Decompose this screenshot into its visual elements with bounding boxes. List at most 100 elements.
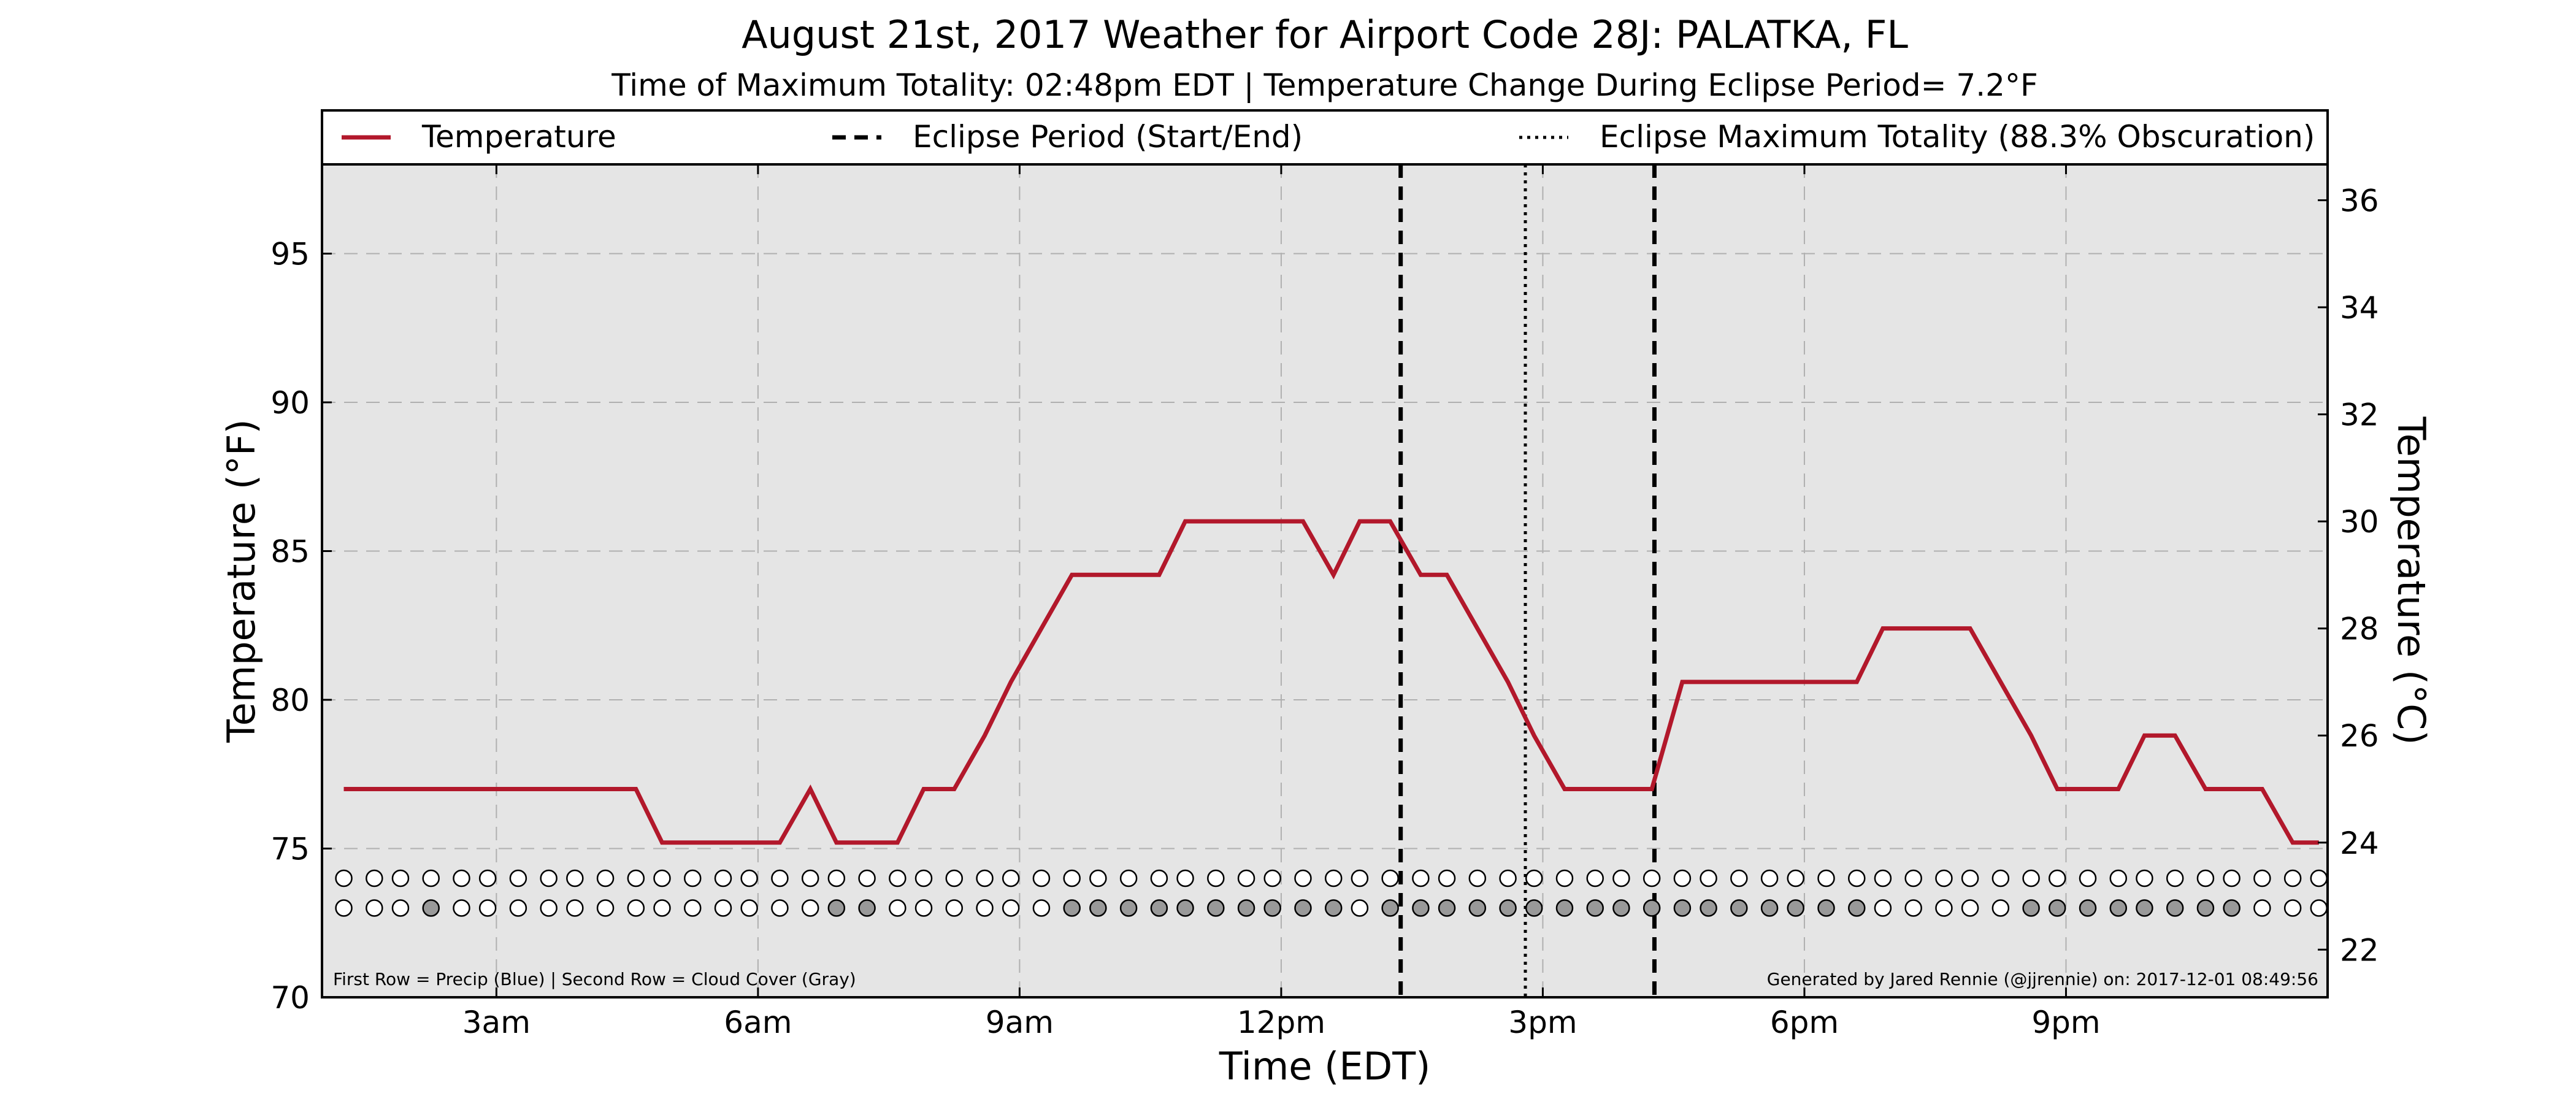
cloud-cover-dot — [453, 899, 470, 917]
cloud-cover-dot — [1150, 899, 1168, 917]
precip-dot — [914, 869, 933, 887]
precip-dot — [1787, 869, 1804, 887]
precip-dot — [1237, 869, 1255, 887]
cloud-cover-dot — [2253, 899, 2271, 917]
precip-dot — [566, 869, 584, 887]
temperature-line — [343, 519, 2319, 845]
legend-box: Temperature Eclipse Period (Start/End) E… — [321, 109, 2329, 166]
y-axis-ticks: 70 75 80 85 90 95 — [270, 237, 332, 1016]
precip-dot — [653, 869, 671, 887]
y-axis-right-label: Temperature (°C) — [2389, 416, 2434, 745]
precip-dot — [801, 869, 819, 887]
cloud-cover-dot — [714, 899, 732, 917]
precip-dot — [858, 869, 876, 887]
legend-label-eclipse-max: Eclipse Maximum Totality (88.3% Obscurat… — [1600, 119, 2315, 155]
precip-dot — [771, 869, 789, 887]
y-tick-label: 75 — [270, 832, 310, 867]
condition-dots — [335, 869, 2328, 917]
precip-dot — [1760, 869, 1779, 887]
precip-dot — [1412, 869, 1430, 887]
cloud-cover-dot — [2109, 899, 2128, 917]
precip-dot — [1119, 869, 1138, 887]
precip-dot — [509, 869, 527, 887]
cloud-cover-dot — [596, 899, 615, 917]
precip-dot — [2166, 869, 2184, 887]
cloud-cover-dot — [1324, 899, 1343, 917]
cloud-cover-dot — [2223, 899, 2241, 917]
precip-dot — [2022, 869, 2040, 887]
cloud-cover-dot — [771, 899, 789, 917]
cloud-cover-dot — [1612, 899, 1630, 917]
eclipse-lines — [1398, 164, 1657, 997]
precip-dot — [1643, 869, 1661, 887]
precip-dot — [627, 869, 645, 887]
cloud-cover-dot — [1002, 899, 1020, 917]
y-right-tick-label: 32 — [2340, 397, 2379, 433]
precip-dot — [1468, 869, 1487, 887]
precip-dot — [1935, 869, 1953, 887]
cloud-cover-dot — [422, 899, 440, 917]
precip-dot — [1586, 869, 1604, 887]
cloud-cover-dot — [2136, 899, 2153, 917]
cloud-cover-dot — [1673, 899, 1692, 917]
precip-dot — [1848, 869, 1866, 887]
y-right-tick-label: 30 — [2340, 504, 2379, 540]
cloud-cover-dot — [2022, 899, 2040, 917]
y-axis-right-ticks: 22 24 26 28 30 32 34 36 — [2318, 183, 2379, 968]
x-tick-label: 6am — [724, 1005, 792, 1040]
cloud-cover-dot — [1961, 899, 1979, 917]
cloud-cover-dot — [1817, 899, 1835, 917]
precip-dot — [1207, 869, 1225, 887]
cloud-cover-dot — [858, 899, 876, 917]
x-tick-label: 12pm — [1237, 1005, 1325, 1040]
precip-dot — [1730, 869, 1748, 887]
cloud-cover-dot — [653, 899, 671, 917]
cloud-cover-dot — [914, 899, 933, 917]
precip-dot — [2109, 869, 2128, 887]
precip-dot — [2283, 869, 2302, 887]
precip-dot — [1089, 869, 1107, 887]
cloud-cover-dot — [1643, 899, 1661, 917]
y-axis-label: Temperature (°F) — [219, 419, 264, 743]
x-axis-ticks: 3am 6am 9am 12pm 3pm 6pm 9pm — [462, 164, 2101, 1040]
cloud-cover-dot — [1381, 899, 1399, 917]
cloud-cover-dot — [1351, 899, 1369, 917]
y-tick-label: 80 — [270, 683, 310, 718]
cloud-cover-dot — [1555, 899, 1574, 917]
precip-dot — [453, 869, 470, 887]
cloud-cover-dot — [566, 899, 584, 917]
y-right-tick-label: 28 — [2340, 611, 2379, 647]
cloud-cover-dot — [2166, 899, 2184, 917]
cloud-cover-dot — [509, 899, 527, 917]
cloud-cover-dot — [1848, 899, 1866, 917]
precip-dot — [1150, 869, 1168, 887]
precip-dot — [335, 869, 353, 887]
precip-dot — [740, 869, 758, 887]
cloud-cover-dot — [1063, 899, 1081, 917]
y-right-tick-label: 24 — [2340, 826, 2379, 861]
cloud-cover-dot — [976, 899, 994, 917]
cloud-cover-dot — [827, 899, 846, 917]
cloud-cover-dot — [478, 899, 497, 917]
precip-dot — [2223, 869, 2241, 887]
precip-dot — [2253, 869, 2271, 887]
temperature-series — [343, 519, 2319, 845]
precip-dot — [1002, 869, 1020, 887]
cloud-cover-dot — [2196, 899, 2215, 917]
cloud-cover-dot — [1700, 899, 1717, 917]
cloud-cover-dot — [1525, 899, 1543, 917]
cloud-cover-dot — [1991, 899, 2010, 917]
y-right-tick-label: 22 — [2340, 932, 2379, 968]
precip-dot — [478, 869, 497, 887]
cloud-cover-dot — [1176, 899, 1194, 917]
x-axis-label: Time (EDT) — [1219, 1044, 1431, 1089]
precip-dot — [1700, 869, 1717, 887]
cloud-cover-dot — [2049, 899, 2066, 917]
y-tick-label: 85 — [270, 534, 310, 570]
cloud-cover-dot — [391, 899, 410, 917]
x-tick-label: 3am — [462, 1005, 531, 1040]
cloud-cover-dot — [945, 899, 964, 917]
precip-dot — [1351, 869, 1369, 887]
cloud-cover-dot — [889, 899, 907, 917]
